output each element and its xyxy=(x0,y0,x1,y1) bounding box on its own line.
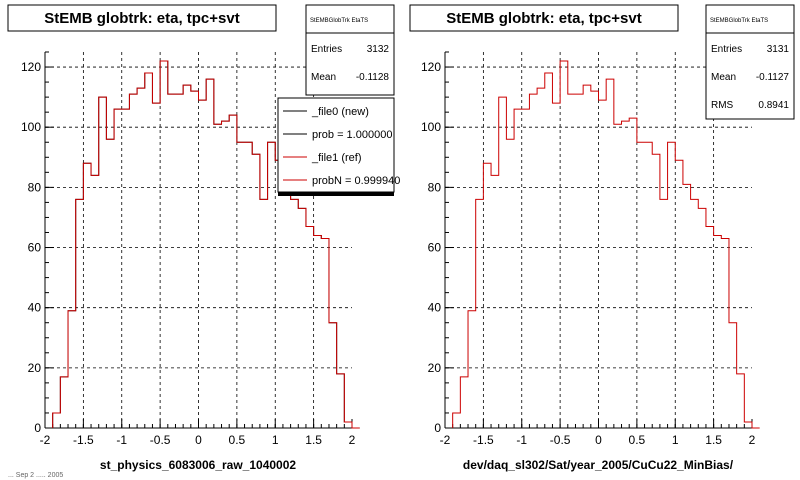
left-x-tick-label: -1 xyxy=(116,433,127,447)
right-y-tick-label: 40 xyxy=(428,301,442,315)
left-x-tick-label: -1.5 xyxy=(73,433,94,447)
right-entries-value: 3131 xyxy=(767,44,790,55)
legend-box: _file0 (new) prob = 1.000000 _file1 (ref… xyxy=(277,97,400,196)
left-mean-label: Mean xyxy=(311,72,336,83)
left-y-tick-label: 100 xyxy=(21,120,41,134)
left-y-tick-label: 0 xyxy=(34,421,41,435)
right-stats-header: StEMBGlobTrk EtaTS xyxy=(710,18,768,24)
left-y-tick-label: 20 xyxy=(28,361,42,375)
legend-item-new: _file0 (new) xyxy=(311,106,369,118)
right-x-tick-label: 0.5 xyxy=(629,433,646,447)
left-mean-value: -0.1128 xyxy=(356,72,390,83)
right-y-tick-label: 80 xyxy=(428,180,442,194)
right-y-tick-label: 100 xyxy=(421,120,441,134)
left-x-tick-label: -2 xyxy=(40,433,51,447)
left-stats-box: StEMBGlobTrk EtaTS Entries 3132 Mean -0.… xyxy=(305,4,395,96)
right-x-tick-label: 2 xyxy=(749,433,756,447)
footer-timestamp: ... Sep 2 ..... 2005 xyxy=(8,472,63,479)
left-x-tick-label: 0.5 xyxy=(229,433,246,447)
right-mean-value: -0.1127 xyxy=(756,72,790,83)
right-mean-label: Mean xyxy=(711,72,736,83)
left-y-tick-label: 60 xyxy=(28,241,42,255)
left-y-tick-label: 120 xyxy=(21,60,41,74)
left-histogram-panel: StEMB globtrk: eta, tpc+svt -2 -1.5 -1 -0.5… xyxy=(7,4,400,479)
right-title: StEMB globtrk: eta, tpc+svt xyxy=(446,10,641,27)
left-x-axis-label: st_physics_6083006_raw_1040002 xyxy=(100,458,296,472)
left-title: StEMB globtrk: eta, tpc+svt xyxy=(44,10,239,27)
legend-item-ref: _file1 (ref) xyxy=(311,152,362,164)
left-entries-value: 3132 xyxy=(367,44,390,55)
right-histogram-panel: StEMB globtrk: eta, tpc+svt -2 -1.5 -1 -0.5… xyxy=(409,4,795,472)
right-x-tick-label: 1.5 xyxy=(705,433,722,447)
right-stats-box: StEMBGlobTrk EtaTS Entries 3131 Mean -0.… xyxy=(705,4,795,120)
right-y-tick-label: 0 xyxy=(434,421,441,435)
right-y-tick-label: 60 xyxy=(428,241,442,255)
right-y-tick-label: 20 xyxy=(428,361,442,375)
right-rms-value: 0.8941 xyxy=(758,100,789,111)
left-title-box xyxy=(7,4,277,32)
right-entries-label: Entries xyxy=(711,44,742,55)
left-x-tick-label: 1.5 xyxy=(305,433,322,447)
left-x-tick-label: 0 xyxy=(195,433,202,447)
right-y-tick-label: 120 xyxy=(421,60,441,74)
right-x-tick-label: -1 xyxy=(516,433,527,447)
legend-item-prob: prob = 1.000000 xyxy=(312,129,392,141)
left-x-tick-label: -0.5 xyxy=(150,433,171,447)
right-histogram-series-0 xyxy=(452,60,760,429)
left-x-tick-label: 1 xyxy=(272,433,279,447)
right-x-axis-label: dev/daq_sl302/Sat/year_2005/CuCu22_MinBi… xyxy=(463,458,734,472)
left-stats-header: StEMBGlobTrk EtaTS xyxy=(310,18,368,24)
left-y-tick-label: 40 xyxy=(28,301,42,315)
right-x-tick-label: -2 xyxy=(440,433,451,447)
left-x-tick-label: 2 xyxy=(349,433,356,447)
right-rms-label: RMS xyxy=(711,100,734,111)
legend-item-probn: probN = 0.999940 xyxy=(312,175,400,187)
right-x-tick-label: 0 xyxy=(595,433,602,447)
right-x-tick-label: 1 xyxy=(672,433,679,447)
right-title-box xyxy=(409,4,679,32)
left-y-tick-label: 80 xyxy=(28,180,42,194)
right-x-tick-label: -1.5 xyxy=(473,433,494,447)
left-entries-label: Entries xyxy=(311,44,342,55)
right-x-tick-label: -0.5 xyxy=(550,433,571,447)
left-histogram-series-1 xyxy=(52,60,360,429)
